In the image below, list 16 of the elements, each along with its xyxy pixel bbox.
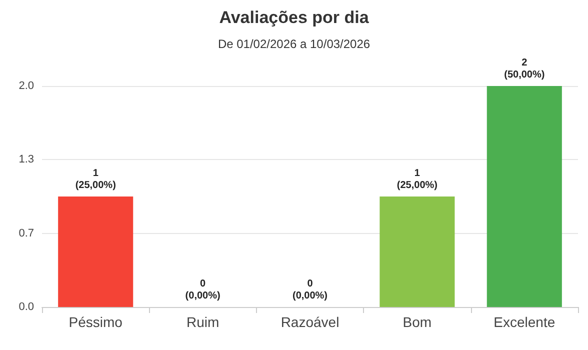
- x-tick-label: Péssimo: [68, 314, 123, 330]
- x-tick-label: Ruim: [186, 314, 220, 330]
- y-tick-label: 2.0: [18, 80, 34, 92]
- data-label: 1 (25,00%): [75, 168, 116, 191]
- y-tick-label: 0.0: [18, 301, 34, 313]
- x-tick-label: Bom: [402, 314, 432, 330]
- y-tick-label: 0.7: [18, 227, 34, 240]
- chart-title: Avaliações por dia: [219, 8, 370, 27]
- data-label: 0 (0,00%): [185, 278, 220, 302]
- x-tick-label: Razoável: [280, 314, 340, 330]
- y-tick-label: 1.3: [18, 154, 34, 166]
- data-label: 1 (25,00%): [396, 168, 438, 191]
- chart-subtitle: De 01/02/2026 a 10/03/2026: [218, 37, 370, 51]
- data-label: 2 (50,00%): [504, 58, 545, 80]
- data-label: 0 (0,00%): [292, 278, 328, 302]
- x-tick-label: Excelente: [494, 314, 556, 330]
